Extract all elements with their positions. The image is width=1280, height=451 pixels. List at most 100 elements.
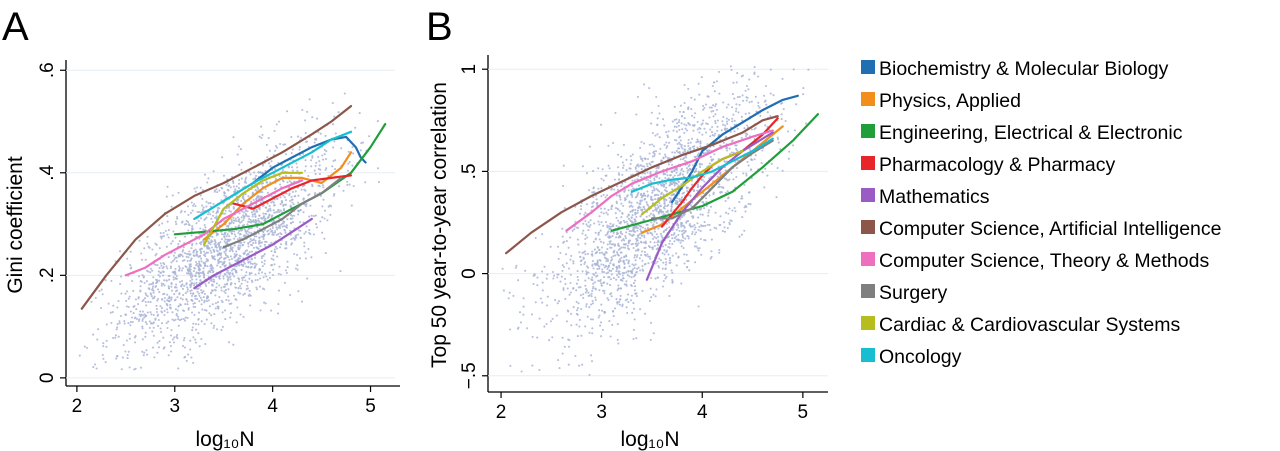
scatter-point bbox=[152, 289, 155, 292]
scatter-point bbox=[575, 289, 578, 292]
scatter-point bbox=[319, 168, 322, 171]
scatter-point bbox=[177, 315, 180, 318]
scatter-point bbox=[203, 245, 206, 248]
scatter-point bbox=[676, 142, 679, 146]
scatter-point bbox=[652, 145, 656, 148]
scatter-point bbox=[623, 199, 626, 202]
scatter-point bbox=[246, 258, 249, 261]
scatter-point bbox=[637, 174, 640, 177]
scatter-point bbox=[665, 275, 668, 278]
scatter-point bbox=[665, 249, 669, 252]
scatter-point bbox=[224, 209, 227, 212]
scatter-point bbox=[181, 259, 184, 262]
scatter-point bbox=[325, 150, 328, 153]
scatter-point bbox=[124, 292, 127, 295]
scatter-point bbox=[252, 239, 255, 242]
scatter-point bbox=[501, 267, 504, 270]
panel-a-x-axis-title: log₁₀N bbox=[196, 428, 255, 451]
scatter-point bbox=[194, 275, 197, 278]
scatter-point bbox=[179, 297, 182, 300]
scatter-point bbox=[587, 266, 590, 269]
scatter-point bbox=[134, 316, 137, 319]
scatter-point bbox=[651, 143, 654, 146]
scatter-point bbox=[246, 280, 249, 284]
scatter-point bbox=[787, 157, 790, 160]
scatter-point bbox=[647, 262, 650, 265]
scatter-point bbox=[709, 228, 712, 232]
scatter-point bbox=[244, 209, 247, 212]
scatter-point bbox=[673, 180, 676, 183]
scatter-point bbox=[166, 304, 169, 307]
scatter-point bbox=[212, 210, 215, 213]
scatter-point bbox=[711, 134, 714, 137]
scatter-point bbox=[253, 256, 257, 259]
scatter-point bbox=[577, 278, 580, 282]
scatter-point bbox=[212, 256, 215, 259]
scatter-point bbox=[92, 366, 95, 369]
scatter-point bbox=[302, 152, 305, 155]
scatter-point bbox=[175, 335, 178, 338]
scatter-point bbox=[258, 135, 261, 138]
scatter-point bbox=[247, 228, 250, 231]
scatter-point bbox=[214, 241, 217, 244]
scatter-point bbox=[622, 204, 625, 208]
scatter-point bbox=[166, 233, 169, 236]
scatter-point bbox=[159, 330, 163, 334]
scatter-point bbox=[726, 149, 729, 152]
scatter-point bbox=[303, 232, 306, 235]
scatter-point bbox=[283, 281, 286, 284]
scatter-point bbox=[651, 248, 654, 251]
scatter-point bbox=[693, 233, 696, 236]
scatter-point bbox=[600, 187, 603, 190]
scatter-point bbox=[744, 135, 748, 138]
scatter-point bbox=[127, 350, 130, 353]
scatter-point bbox=[98, 290, 101, 293]
scatter-point bbox=[639, 230, 643, 233]
scatter-point bbox=[123, 322, 126, 325]
scatter-point bbox=[740, 195, 743, 198]
scatter-point bbox=[282, 179, 285, 183]
scatter-point bbox=[228, 262, 231, 265]
scatter-point bbox=[100, 288, 103, 291]
scatter-point bbox=[580, 334, 583, 337]
scatter-point bbox=[681, 147, 684, 150]
scatter-point bbox=[636, 226, 639, 230]
scatter-point bbox=[703, 180, 706, 183]
scatter-point bbox=[294, 190, 297, 193]
scatter-point bbox=[736, 149, 739, 152]
scatter-point bbox=[536, 336, 539, 339]
scatter-point bbox=[606, 231, 609, 234]
scatter-point bbox=[563, 277, 567, 280]
legend-label: Engineering, Electrical & Electronic bbox=[879, 122, 1183, 144]
scatter-point bbox=[736, 72, 739, 75]
scatter-point bbox=[711, 84, 714, 88]
scatter-point bbox=[158, 266, 161, 269]
scatter-point bbox=[236, 153, 239, 156]
scatter-point bbox=[239, 148, 242, 151]
scatter-point bbox=[668, 201, 671, 204]
scatter-point bbox=[556, 302, 559, 305]
scatter-point bbox=[617, 276, 620, 279]
scatter-point bbox=[665, 170, 668, 174]
scatter-point bbox=[646, 157, 650, 161]
scatter-point bbox=[237, 263, 240, 267]
scatter-point bbox=[189, 274, 192, 277]
scatter-point bbox=[684, 230, 687, 233]
scatter-point bbox=[270, 257, 273, 260]
scatter-point bbox=[237, 187, 241, 190]
scatter-point bbox=[598, 309, 601, 312]
scatter-point bbox=[279, 246, 282, 249]
scatter-point bbox=[276, 228, 279, 231]
scatter-point bbox=[616, 185, 619, 188]
scatter-point bbox=[186, 300, 189, 303]
scatter-point bbox=[290, 242, 293, 245]
scatter-point bbox=[675, 171, 678, 174]
scatter-point bbox=[645, 162, 648, 165]
scatter-point bbox=[234, 217, 237, 220]
scatter-point bbox=[625, 280, 628, 283]
scatter-point bbox=[232, 136, 235, 139]
scatter-point bbox=[224, 233, 227, 236]
scatter-point bbox=[291, 169, 294, 172]
scatter-point bbox=[163, 309, 166, 312]
